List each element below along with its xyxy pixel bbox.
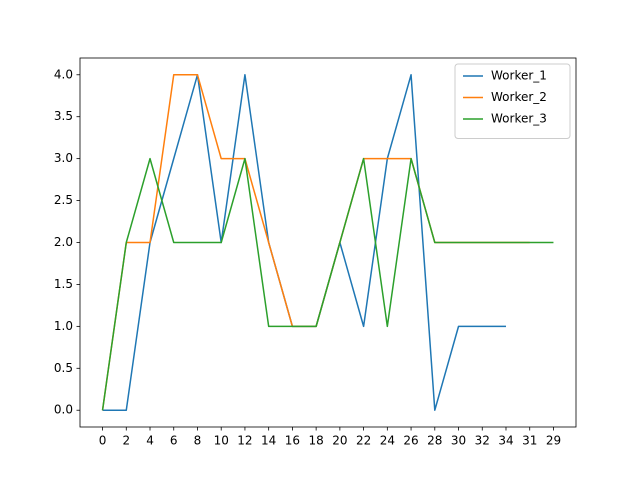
- x-tick-label: 32: [475, 434, 490, 448]
- legend-box: [454, 63, 571, 139]
- series-line: [101, 157, 554, 411]
- legend-label: Worker_1: [491, 69, 547, 83]
- y-tick-label: 4.0: [54, 67, 73, 81]
- x-tick-label: 29: [546, 434, 561, 448]
- legend-label: Worker_2: [491, 90, 547, 104]
- x-tick-label: 34: [498, 434, 513, 448]
- x-tick-label: 30: [451, 434, 466, 448]
- y-tick-label: 0.0: [54, 403, 73, 417]
- x-tick-label: 26: [403, 434, 418, 448]
- y-tick-label: 1.5: [54, 277, 73, 291]
- x-tick-label: 6: [170, 434, 178, 448]
- y-tick-label: 1.0: [54, 319, 73, 333]
- x-tick-label: 14: [261, 434, 276, 448]
- x-tick-label: 22: [356, 434, 371, 448]
- x-tick-label: 24: [380, 434, 395, 448]
- y-tick-label: 3.5: [54, 109, 73, 123]
- x-tick-label: 12: [237, 434, 252, 448]
- x-tick-label: 4: [146, 434, 154, 448]
- x-tick-label: 0: [99, 434, 107, 448]
- y-tick-label: 2.0: [54, 235, 73, 249]
- x-tick-label: 18: [308, 434, 323, 448]
- x-tick-label: 20: [332, 434, 347, 448]
- y-tick-label: 2.5: [54, 193, 73, 207]
- x-tick-label: 8: [194, 434, 202, 448]
- x-tick-label: 2: [122, 434, 130, 448]
- x-tick-label: 28: [427, 434, 442, 448]
- x-tick-label: 16: [285, 434, 300, 448]
- x-tick-label: 10: [214, 434, 229, 448]
- axes-frame: [79, 57, 577, 428]
- legend-label: Worker_3: [491, 112, 547, 126]
- y-tick-label: 0.5: [54, 361, 73, 375]
- x-tick-label: 31: [522, 434, 537, 448]
- y-tick-label: 3.0: [54, 151, 73, 165]
